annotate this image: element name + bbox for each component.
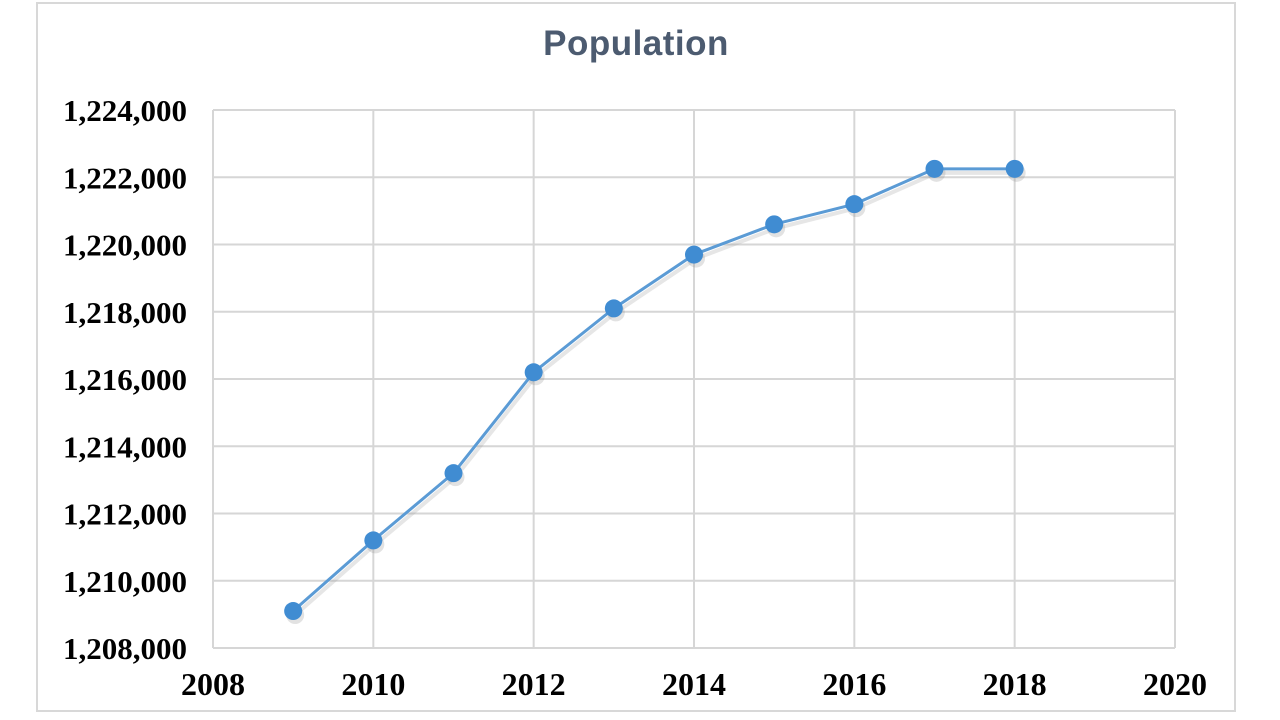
data-point [364,531,383,550]
data-point [765,215,784,234]
data-point [845,195,864,214]
data-point [284,602,303,621]
x-axis-tick-label: 2018 [983,666,1047,702]
series-line [291,167,1017,613]
chart-title: Population [543,24,729,63]
data-point [685,245,703,264]
x-axis-tick-label: 2020 [1143,666,1207,702]
y-axis-tick-label: 1,220,000 [63,228,187,263]
x-axis-tick-label: 2008 [181,666,245,702]
x-axis-tick-label: 2014 [662,666,726,702]
y-axis-tick-label: 1,218,000 [63,295,187,330]
y-axis-tick-label: 1,212,000 [63,497,187,532]
chart-frame [36,2,1236,712]
y-axis-tick-label: 1,214,000 [63,429,187,464]
data-point [925,159,944,178]
x-axis-tick-label: 2016 [822,666,886,702]
y-axis-tick-label: 1,222,000 [63,160,187,195]
y-axis-tick-label: 1,224,000 [63,93,187,128]
x-axis-tick-label: 2012 [502,666,566,702]
data-point [1005,159,1024,178]
y-axis-tick-label: 1,210,000 [63,564,187,599]
series-line-shadow [293,170,1017,617]
data-point [524,363,543,382]
data-point [604,299,623,318]
data-point [444,464,463,483]
x-axis-tick-label: 2010 [341,666,405,702]
y-axis-tick-label: 1,216,000 [63,362,187,397]
y-axis-tick-label: 1,208,000 [63,631,187,666]
